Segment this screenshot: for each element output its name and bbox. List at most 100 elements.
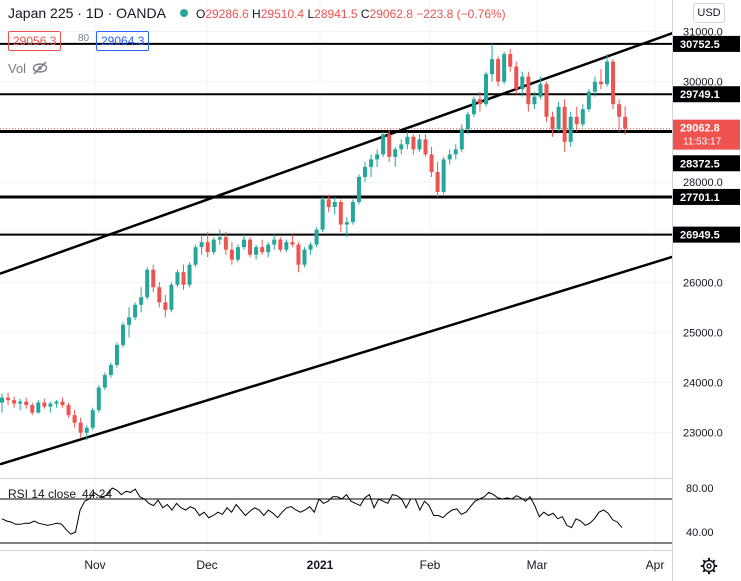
candle — [248, 237, 253, 258]
candle — [187, 262, 192, 288]
candle-body — [532, 96, 537, 105]
rsi-label: RSI 14 close — [8, 487, 77, 501]
candle-body — [350, 202, 355, 223]
candle — [211, 237, 216, 255]
candle-body — [556, 106, 561, 130]
candle — [60, 397, 65, 408]
candle — [520, 71, 525, 97]
horizontal-levels[interactable] — [0, 42, 672, 236]
y-tick-label: 23000.0 — [683, 428, 723, 440]
y-tick-label: 28000.0 — [683, 177, 723, 189]
spread-value: 80 — [78, 33, 90, 44]
candle — [78, 417, 83, 438]
candle — [48, 401, 53, 413]
trend-line[interactable] — [0, 7, 741, 275]
candle-body — [356, 176, 361, 203]
candle-body — [465, 114, 470, 130]
candle-body — [193, 247, 198, 265]
sell-price-button[interactable]: 29056.3 — [8, 31, 62, 51]
candle — [84, 425, 89, 441]
candle — [6, 392, 11, 406]
symbol-title[interactable]: Japan 225 · 1D · OANDA — [8, 5, 166, 21]
candle-body — [338, 202, 343, 225]
eye-off-icon[interactable] — [32, 61, 48, 75]
candle — [302, 247, 307, 268]
rsi-line — [1, 487, 623, 535]
candle-body — [375, 154, 380, 160]
candle-body — [508, 54, 513, 67]
candle — [605, 54, 609, 87]
candle-body — [36, 402, 41, 413]
candle-body — [405, 136, 410, 145]
candle-body — [502, 54, 507, 82]
volume-indicator[interactable]: Vol — [8, 61, 48, 76]
candle — [72, 410, 77, 428]
buy-price-button[interactable]: 29064.3 — [96, 31, 150, 51]
candle — [375, 149, 380, 167]
candle-body — [369, 159, 374, 167]
rsi-legend[interactable]: RSI 14 close 44.24 — [8, 487, 112, 501]
candle-body — [151, 269, 156, 288]
candle-body — [308, 244, 313, 250]
candle-body — [30, 405, 35, 413]
candle-body — [260, 247, 265, 253]
candle-body — [417, 139, 422, 150]
candle-body — [320, 199, 325, 230]
candle — [538, 76, 543, 100]
level-tag-label: 28372.5 — [680, 158, 720, 170]
candle-body — [605, 61, 609, 85]
candle-body — [344, 222, 349, 225]
candle — [114, 342, 119, 368]
candle — [356, 174, 361, 205]
candle-body — [157, 287, 162, 303]
candle — [181, 264, 186, 290]
currency-button[interactable]: USD — [693, 3, 725, 23]
candle-body — [574, 116, 579, 125]
y-tick-label: 30000.0 — [683, 77, 723, 89]
candle — [145, 267, 150, 300]
candle — [484, 71, 488, 107]
candle — [592, 76, 597, 97]
candle-body — [205, 242, 210, 253]
chart-header: Japan 225 · 1D · OANDA O29286.6 H29510.4 … — [8, 5, 506, 21]
candle — [102, 372, 107, 391]
candle — [568, 111, 573, 147]
candle — [423, 134, 428, 157]
level-tag — [673, 155, 740, 172]
candle-body — [381, 134, 386, 155]
candle-body — [580, 109, 585, 125]
candle — [223, 232, 228, 255]
candle — [163, 294, 168, 318]
candle-body — [133, 304, 138, 318]
candle — [0, 393, 4, 413]
candle-body — [514, 66, 519, 90]
candle — [24, 397, 29, 409]
x-tick-label: Mar — [527, 558, 548, 572]
candle — [532, 91, 537, 110]
volume-label: Vol — [8, 61, 27, 76]
level-tag-label: 30752.5 — [680, 39, 720, 51]
candle-body — [66, 405, 71, 416]
level-tag-label: 26949.5 — [680, 230, 720, 242]
candle-body — [459, 129, 464, 150]
gear-icon[interactable] — [700, 557, 718, 575]
candle-body — [441, 159, 446, 192]
candle-body — [90, 410, 95, 428]
candle — [508, 49, 513, 72]
candle — [586, 89, 591, 112]
candle — [459, 124, 464, 152]
y-tick-label: 26000.0 — [683, 277, 723, 289]
candle — [623, 106, 628, 135]
candle — [502, 51, 507, 85]
candle-body — [223, 237, 228, 250]
candle — [296, 242, 301, 273]
candle — [598, 69, 603, 90]
time-axis[interactable]: Nov Dec 2021 Feb Mar Apr — [84, 558, 664, 572]
candle-body — [42, 402, 47, 407]
candle — [393, 146, 398, 167]
candle-body — [217, 237, 222, 240]
candle — [477, 91, 482, 112]
candle-body — [84, 427, 89, 433]
candle — [417, 134, 422, 152]
